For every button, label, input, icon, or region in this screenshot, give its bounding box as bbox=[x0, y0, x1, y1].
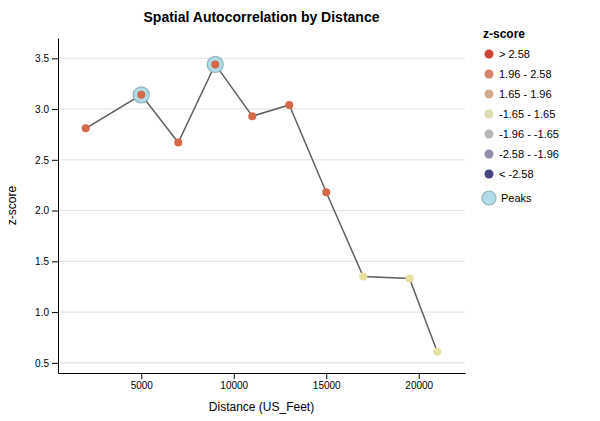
y-axis-line bbox=[58, 39, 59, 374]
peak-marker bbox=[207, 56, 223, 72]
x-tick-label: 5000 bbox=[131, 380, 154, 391]
y-tick: 2.5 bbox=[35, 155, 58, 166]
legend-item: 1.96 - 2.58 bbox=[485, 68, 552, 80]
grid-line bbox=[58, 210, 465, 211]
y-tick-label: 1.0 bbox=[35, 307, 49, 318]
y-tick-mark bbox=[52, 58, 58, 59]
point bbox=[322, 188, 330, 196]
y-tick-mark bbox=[52, 312, 58, 313]
y-tick-label: 1.5 bbox=[35, 256, 49, 267]
legend-item: -2.58 - -1.96 bbox=[485, 148, 559, 160]
y-axis-title: z-score bbox=[5, 186, 19, 226]
point bbox=[137, 91, 145, 99]
legend-item: Peaks bbox=[482, 191, 532, 205]
y-tick-label: 3.5 bbox=[35, 53, 49, 64]
point bbox=[248, 112, 256, 120]
grid-line bbox=[58, 362, 465, 363]
y-tick-label: 0.5 bbox=[35, 358, 49, 369]
x-tick-label: 20000 bbox=[405, 380, 433, 391]
legend-swatch bbox=[485, 90, 494, 99]
grid-line bbox=[58, 312, 465, 313]
legend-label: -2.58 - -1.96 bbox=[499, 148, 559, 160]
x-tick-mark bbox=[419, 373, 420, 379]
legend-item: 1.65 - 1.96 bbox=[485, 88, 552, 100]
marks bbox=[82, 56, 442, 355]
x-tick-label: 10000 bbox=[220, 380, 248, 391]
x-axis-title: Distance (US_Feet) bbox=[209, 400, 314, 414]
legend-swatch bbox=[485, 70, 494, 79]
point bbox=[174, 139, 182, 147]
peak-marker bbox=[133, 87, 149, 103]
title: Spatial Autocorrelation by Distance bbox=[144, 9, 380, 25]
y-tick: 2.0 bbox=[35, 205, 58, 216]
grid-line bbox=[58, 159, 465, 160]
legend-label: -1.65 - 1.65 bbox=[499, 108, 555, 120]
x-tick: 15000 bbox=[313, 373, 341, 391]
y-tick-mark bbox=[52, 211, 58, 212]
legend-label: 1.96 - 2.58 bbox=[499, 68, 552, 80]
y-tick: 1.5 bbox=[35, 256, 58, 267]
point bbox=[285, 101, 293, 109]
x-axis: 5000 10000 15000 20000 bbox=[59, 373, 466, 391]
y-tick-label: 2.0 bbox=[35, 205, 49, 216]
legend-label: Peaks bbox=[501, 192, 532, 204]
point bbox=[433, 348, 441, 356]
chart: 5000 10000 15000 20000 0.5 1.0 1.5 2.0 2.5 3.0 3.5… bbox=[0, 0, 600, 421]
y-tick-label: 2.5 bbox=[35, 155, 49, 166]
x-tick-mark bbox=[234, 373, 235, 379]
x-tick-label: 15000 bbox=[313, 380, 341, 391]
y-tick-label: 3.0 bbox=[35, 104, 49, 115]
y-tick: 1.0 bbox=[35, 307, 58, 318]
y-tick-mark bbox=[52, 363, 58, 364]
legend-item: -1.65 - 1.65 bbox=[485, 108, 556, 120]
point bbox=[211, 60, 219, 68]
legend-swatch bbox=[482, 191, 496, 205]
legend-swatch bbox=[485, 110, 494, 119]
y-tick-mark bbox=[52, 109, 58, 110]
y-tick: 0.5 bbox=[35, 358, 58, 369]
legend-item: < -2.58 bbox=[485, 168, 534, 180]
legend-swatch bbox=[485, 150, 494, 159]
y-axis: 0.5 1.0 1.5 2.0 2.5 3.0 3.5 bbox=[35, 39, 58, 374]
point bbox=[406, 275, 414, 283]
legend-swatch bbox=[485, 170, 494, 179]
legend-label: < -2.58 bbox=[499, 168, 534, 180]
y-tick: 3.0 bbox=[35, 104, 58, 115]
x-tick: 5000 bbox=[131, 373, 154, 391]
legend: z-score > 2.58 1.96 - 2.58 1.65 - 1.96 -1.65… bbox=[482, 27, 559, 205]
x-axis-line bbox=[59, 373, 466, 374]
line bbox=[86, 64, 438, 351]
plot-area: 5000 10000 15000 20000 0.5 1.0 1.5 2.0 2.5 3.0 3.5 bbox=[35, 39, 465, 392]
point bbox=[82, 124, 90, 132]
legend-title: z-score bbox=[483, 27, 525, 41]
grid bbox=[58, 58, 465, 363]
legend-swatch bbox=[485, 50, 494, 59]
grid-line bbox=[58, 58, 465, 59]
legend-swatch bbox=[485, 130, 494, 139]
legend-item: -1.96 - -1.65 bbox=[485, 128, 559, 140]
point bbox=[359, 273, 367, 281]
legend-label: 1.65 - 1.96 bbox=[499, 88, 552, 100]
grid-line bbox=[58, 261, 465, 262]
legend-label: > 2.58 bbox=[499, 48, 530, 60]
y-tick: 3.5 bbox=[35, 53, 58, 64]
legend-label: -1.96 - -1.65 bbox=[499, 128, 559, 140]
x-tick-mark bbox=[326, 373, 327, 379]
x-tick-mark bbox=[141, 373, 142, 379]
x-tick: 10000 bbox=[220, 373, 248, 391]
y-tick-mark bbox=[52, 160, 58, 161]
x-tick: 20000 bbox=[405, 373, 433, 391]
y-tick-mark bbox=[52, 261, 58, 262]
legend-item: > 2.58 bbox=[485, 48, 530, 60]
